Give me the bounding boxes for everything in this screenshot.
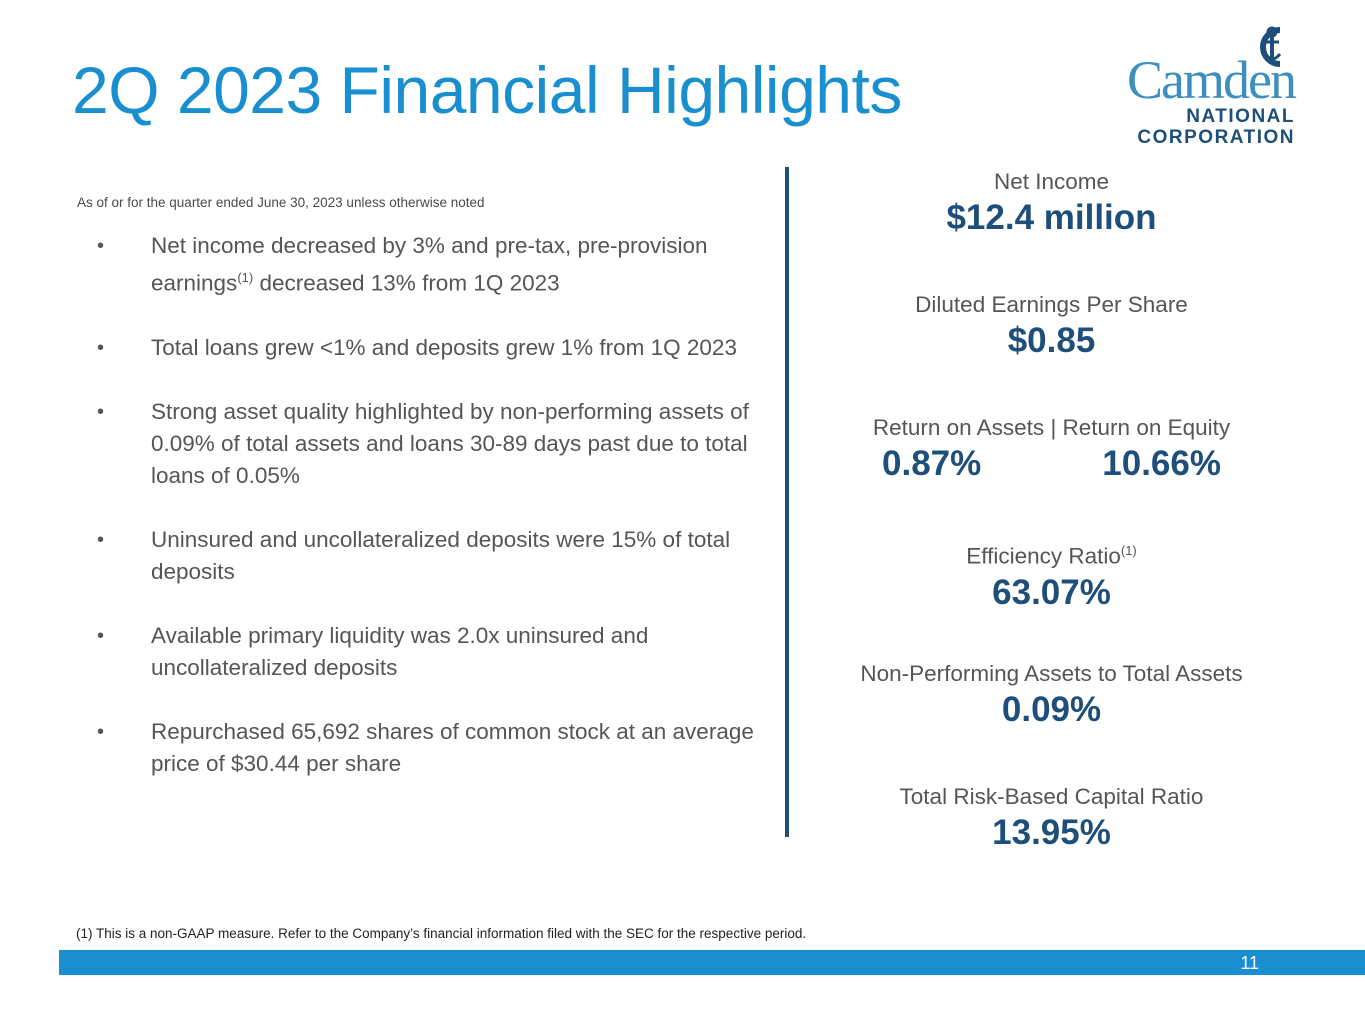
bullet-marker: • bbox=[97, 400, 105, 423]
vertical-divider bbox=[785, 167, 789, 837]
metric-diluted-eps: Diluted Earnings Per Share $0.85 bbox=[805, 291, 1298, 363]
metric-efficiency-ratio: Efficiency Ratio(1) 63.07% bbox=[805, 537, 1298, 615]
roa-value: 0.87% bbox=[882, 444, 982, 483]
list-item: • Available primary liquidity was 2.0x u… bbox=[97, 620, 757, 684]
metric-label: Total Risk-Based Capital Ratio bbox=[899, 784, 1204, 809]
bullet-text: Repurchased 65,692 shares of common stoc… bbox=[151, 718, 754, 776]
logo-wordmark: Camden bbox=[1127, 50, 1297, 110]
bullet-text: Total loans grew <1% and deposits grew 1… bbox=[151, 334, 737, 360]
bullet-text: Available primary liquidity was 2.0x uni… bbox=[151, 622, 649, 680]
page-title: 2Q 2023 Financial Highlights bbox=[72, 53, 902, 127]
bullet-marker: • bbox=[97, 624, 105, 647]
bullet-marker: • bbox=[97, 528, 105, 551]
metric-net-income: Net Income $12.4 million bbox=[805, 168, 1298, 240]
highlights-list: • Net income decreased by 3% and pre-tax… bbox=[97, 230, 757, 812]
logo-corporation: CORPORATION bbox=[1137, 127, 1295, 148]
metric-value: $12.4 million bbox=[946, 198, 1157, 237]
bullet-marker: • bbox=[97, 336, 105, 359]
metric-returns: Return on Assets | Return on Equity 0.87… bbox=[805, 414, 1298, 486]
period-note: As of or for the quarter ended June 30, … bbox=[77, 195, 485, 210]
list-item: • Repurchased 65,692 shares of common st… bbox=[97, 716, 757, 780]
list-item: • Net income decreased by 3% and pre-tax… bbox=[97, 230, 757, 300]
bullet-text: Strong asset quality highlighted by non-… bbox=[151, 398, 749, 488]
metric-label: Net Income bbox=[993, 169, 1110, 194]
metric-value: $0.85 bbox=[1007, 321, 1096, 360]
logo-national: NATIONAL bbox=[1186, 106, 1295, 127]
list-item: • Strong asset quality highlighted by no… bbox=[97, 396, 757, 492]
metric-npa-ratio: Non-Performing Assets to Total Assets 0.… bbox=[805, 660, 1298, 732]
metric-value: 0.09% bbox=[1001, 690, 1102, 729]
metric-label: Diluted Earnings Per Share bbox=[915, 292, 1188, 317]
metric-capital-ratio: Total Risk-Based Capital Ratio 13.95% bbox=[805, 783, 1298, 855]
footer-bar: 11 bbox=[59, 950, 1365, 975]
metric-label: Efficiency Ratio bbox=[966, 543, 1121, 569]
metric-label: Return on Assets | Return on Equity bbox=[872, 415, 1231, 440]
bullet-marker: • bbox=[97, 235, 105, 257]
metric-value: 13.95% bbox=[992, 813, 1111, 852]
bullet-text: Uninsured and uncollateralized deposits … bbox=[151, 526, 731, 584]
bullet-text: Net income decreased by 3% and pre-tax, … bbox=[151, 233, 708, 296]
company-logo: Camden NATIONAL CORPORATION bbox=[1098, 24, 1303, 148]
footnote: (1) This is a non-GAAP measure. Refer to… bbox=[76, 926, 807, 941]
roe-value: 10.66% bbox=[1102, 444, 1221, 483]
footnote-ref: (1) bbox=[237, 270, 254, 285]
bullet-marker: • bbox=[97, 720, 105, 743]
page-number: 11 bbox=[1240, 953, 1259, 973]
bullet-text-tail: decreased 13% from 1Q 2023 bbox=[253, 270, 560, 296]
anchor-icon bbox=[1260, 26, 1282, 67]
list-item: • Uninsured and uncollateralized deposit… bbox=[97, 524, 757, 588]
metric-value: 63.07% bbox=[992, 572, 1111, 612]
footnote-ref: (1) bbox=[1120, 543, 1137, 558]
metric-label: Non-Performing Assets to Total Assets bbox=[860, 661, 1243, 686]
list-item: • Total loans grew <1% and deposits grew… bbox=[97, 332, 757, 364]
